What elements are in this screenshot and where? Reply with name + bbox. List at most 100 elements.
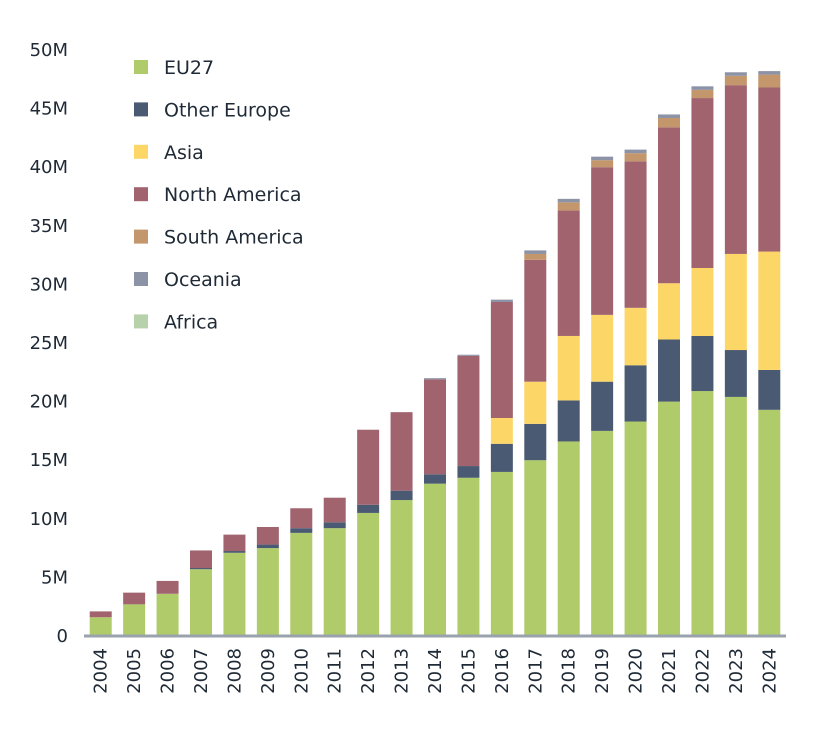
bar-2019-other-europe (591, 381, 614, 431)
bar-2008-north-america (223, 534, 246, 552)
bar-2007-eu27 (190, 569, 212, 636)
bar-2006-north-america (156, 580, 179, 594)
x-tick-label: 2008 (224, 648, 245, 694)
bar-2004-north-america (89, 611, 112, 618)
bar-2018-north-america (557, 210, 580, 336)
bar-2019-oceania (591, 156, 614, 161)
legend-swatch-other-europe (134, 102, 148, 117)
bar-2015-north-america (457, 355, 480, 467)
bar-2022-oceania (691, 86, 714, 90)
x-tick-label: 2014 (425, 648, 446, 694)
bar-2008-eu27 (223, 552, 246, 636)
bar-2011-other-europe (323, 522, 346, 529)
bar-2007-north-america (190, 550, 212, 569)
bar-2017-eu27 (524, 460, 547, 636)
y-tick-label: 25M (30, 333, 68, 354)
bar-2005-north-america (123, 592, 146, 605)
bar-2022-eu27 (691, 391, 714, 636)
bar-2010-other-europe (290, 528, 313, 533)
bar-2023-south-america (724, 75, 747, 86)
bar-2018-eu27 (557, 441, 580, 636)
x-tick-label: 2017 (525, 648, 546, 694)
legend-swatch-asia (134, 144, 148, 159)
bar-2022-other-europe (691, 335, 714, 392)
legend-label: Other Europe (164, 99, 291, 121)
y-tick-label: 45M (30, 99, 68, 120)
bar-2020-eu27 (624, 421, 647, 636)
bar-2016-oceania (490, 299, 513, 302)
bar-2021-oceania (658, 114, 680, 118)
bar-2024-eu27 (758, 409, 781, 636)
y-tick-label: 10M (30, 509, 68, 530)
bar-2013-eu27 (390, 500, 413, 636)
x-tick-label: 2022 (692, 648, 713, 694)
bar-2024-south-america (758, 74, 781, 88)
bar-2019-north-america (591, 167, 614, 315)
bar-2009-eu27 (256, 548, 279, 636)
bar-2017-south-america (524, 253, 547, 260)
bar-2012-other-europe (357, 504, 380, 513)
bar-2011-eu27 (323, 528, 346, 636)
legend: EU27 Other Europe Asia North America South A… (134, 57, 304, 333)
x-tick-label: 2020 (626, 648, 647, 694)
bar-2010-north-america (290, 508, 313, 529)
bar-2024-asia (758, 251, 781, 370)
bar-2023-north-america (724, 85, 747, 254)
x-tick-label: 2015 (458, 648, 479, 694)
x-tick-label: 2009 (258, 648, 279, 694)
legend-label: Asia (164, 142, 204, 164)
bar-2021-north-america (658, 127, 680, 284)
x-tick-label: 2007 (191, 648, 212, 694)
y-tick-label: 0 (57, 626, 68, 647)
bar-2010-eu27 (290, 532, 313, 636)
bar-2011-north-america (323, 497, 346, 523)
x-tick-label: 2018 (559, 648, 580, 694)
bar-2020-south-america (624, 153, 647, 162)
x-tick-label: 2021 (659, 648, 680, 694)
bar-2016-other-europe (490, 443, 513, 472)
bar-2020-asia (624, 307, 647, 366)
bar-2017-other-europe (524, 423, 547, 461)
bar-2017-north-america (524, 259, 547, 382)
bar-2024-other-europe (758, 369, 781, 410)
bar-2014-other-europe (424, 474, 446, 484)
legend-swatch-south-america (134, 229, 148, 244)
bar-2020-north-america (624, 161, 647, 308)
bar-2016-north-america (490, 301, 513, 419)
legend-label: Africa (164, 311, 218, 333)
bar-2021-eu27 (658, 401, 680, 636)
bar-2017-asia (524, 381, 547, 424)
bar-2012-north-america (357, 429, 380, 505)
bar-2022-north-america (691, 98, 714, 268)
legend-label: South America (164, 227, 304, 249)
bar-2013-other-europe (390, 490, 413, 501)
bar-2023-oceania (724, 72, 747, 76)
legend-label: Oceania (164, 269, 242, 291)
legend-swatch-north-america (134, 187, 148, 202)
x-tick-label: 2013 (392, 648, 413, 694)
bar-2014-eu27 (424, 483, 446, 636)
bar-2012-eu27 (357, 512, 380, 636)
bar-2007-other-europe (190, 568, 212, 570)
x-tick-label: 2023 (726, 648, 747, 694)
bar-2022-south-america (691, 89, 714, 99)
bar-2019-asia (591, 314, 614, 382)
legend-label: North America (164, 184, 302, 206)
bar-2018-south-america (557, 202, 580, 211)
bar-2017-oceania (524, 250, 547, 254)
legend-swatch-africa (134, 314, 148, 329)
legend-swatch-oceania (134, 272, 148, 286)
x-tick-label: 2012 (358, 648, 379, 694)
bar-2006-eu27 (156, 593, 179, 636)
bar-2024-north-america (758, 87, 781, 252)
y-tick-label: 20M (30, 392, 68, 413)
y-tick-label: 50M (30, 40, 68, 61)
y-tick-label: 40M (30, 157, 68, 178)
bar-2024-oceania (758, 71, 781, 75)
bar-2014-north-america (424, 379, 446, 475)
bar-2018-oceania (557, 198, 580, 203)
bar-2020-other-europe (624, 365, 647, 422)
x-tick-label: 2010 (291, 648, 312, 694)
x-tick-label: 2004 (91, 648, 112, 694)
